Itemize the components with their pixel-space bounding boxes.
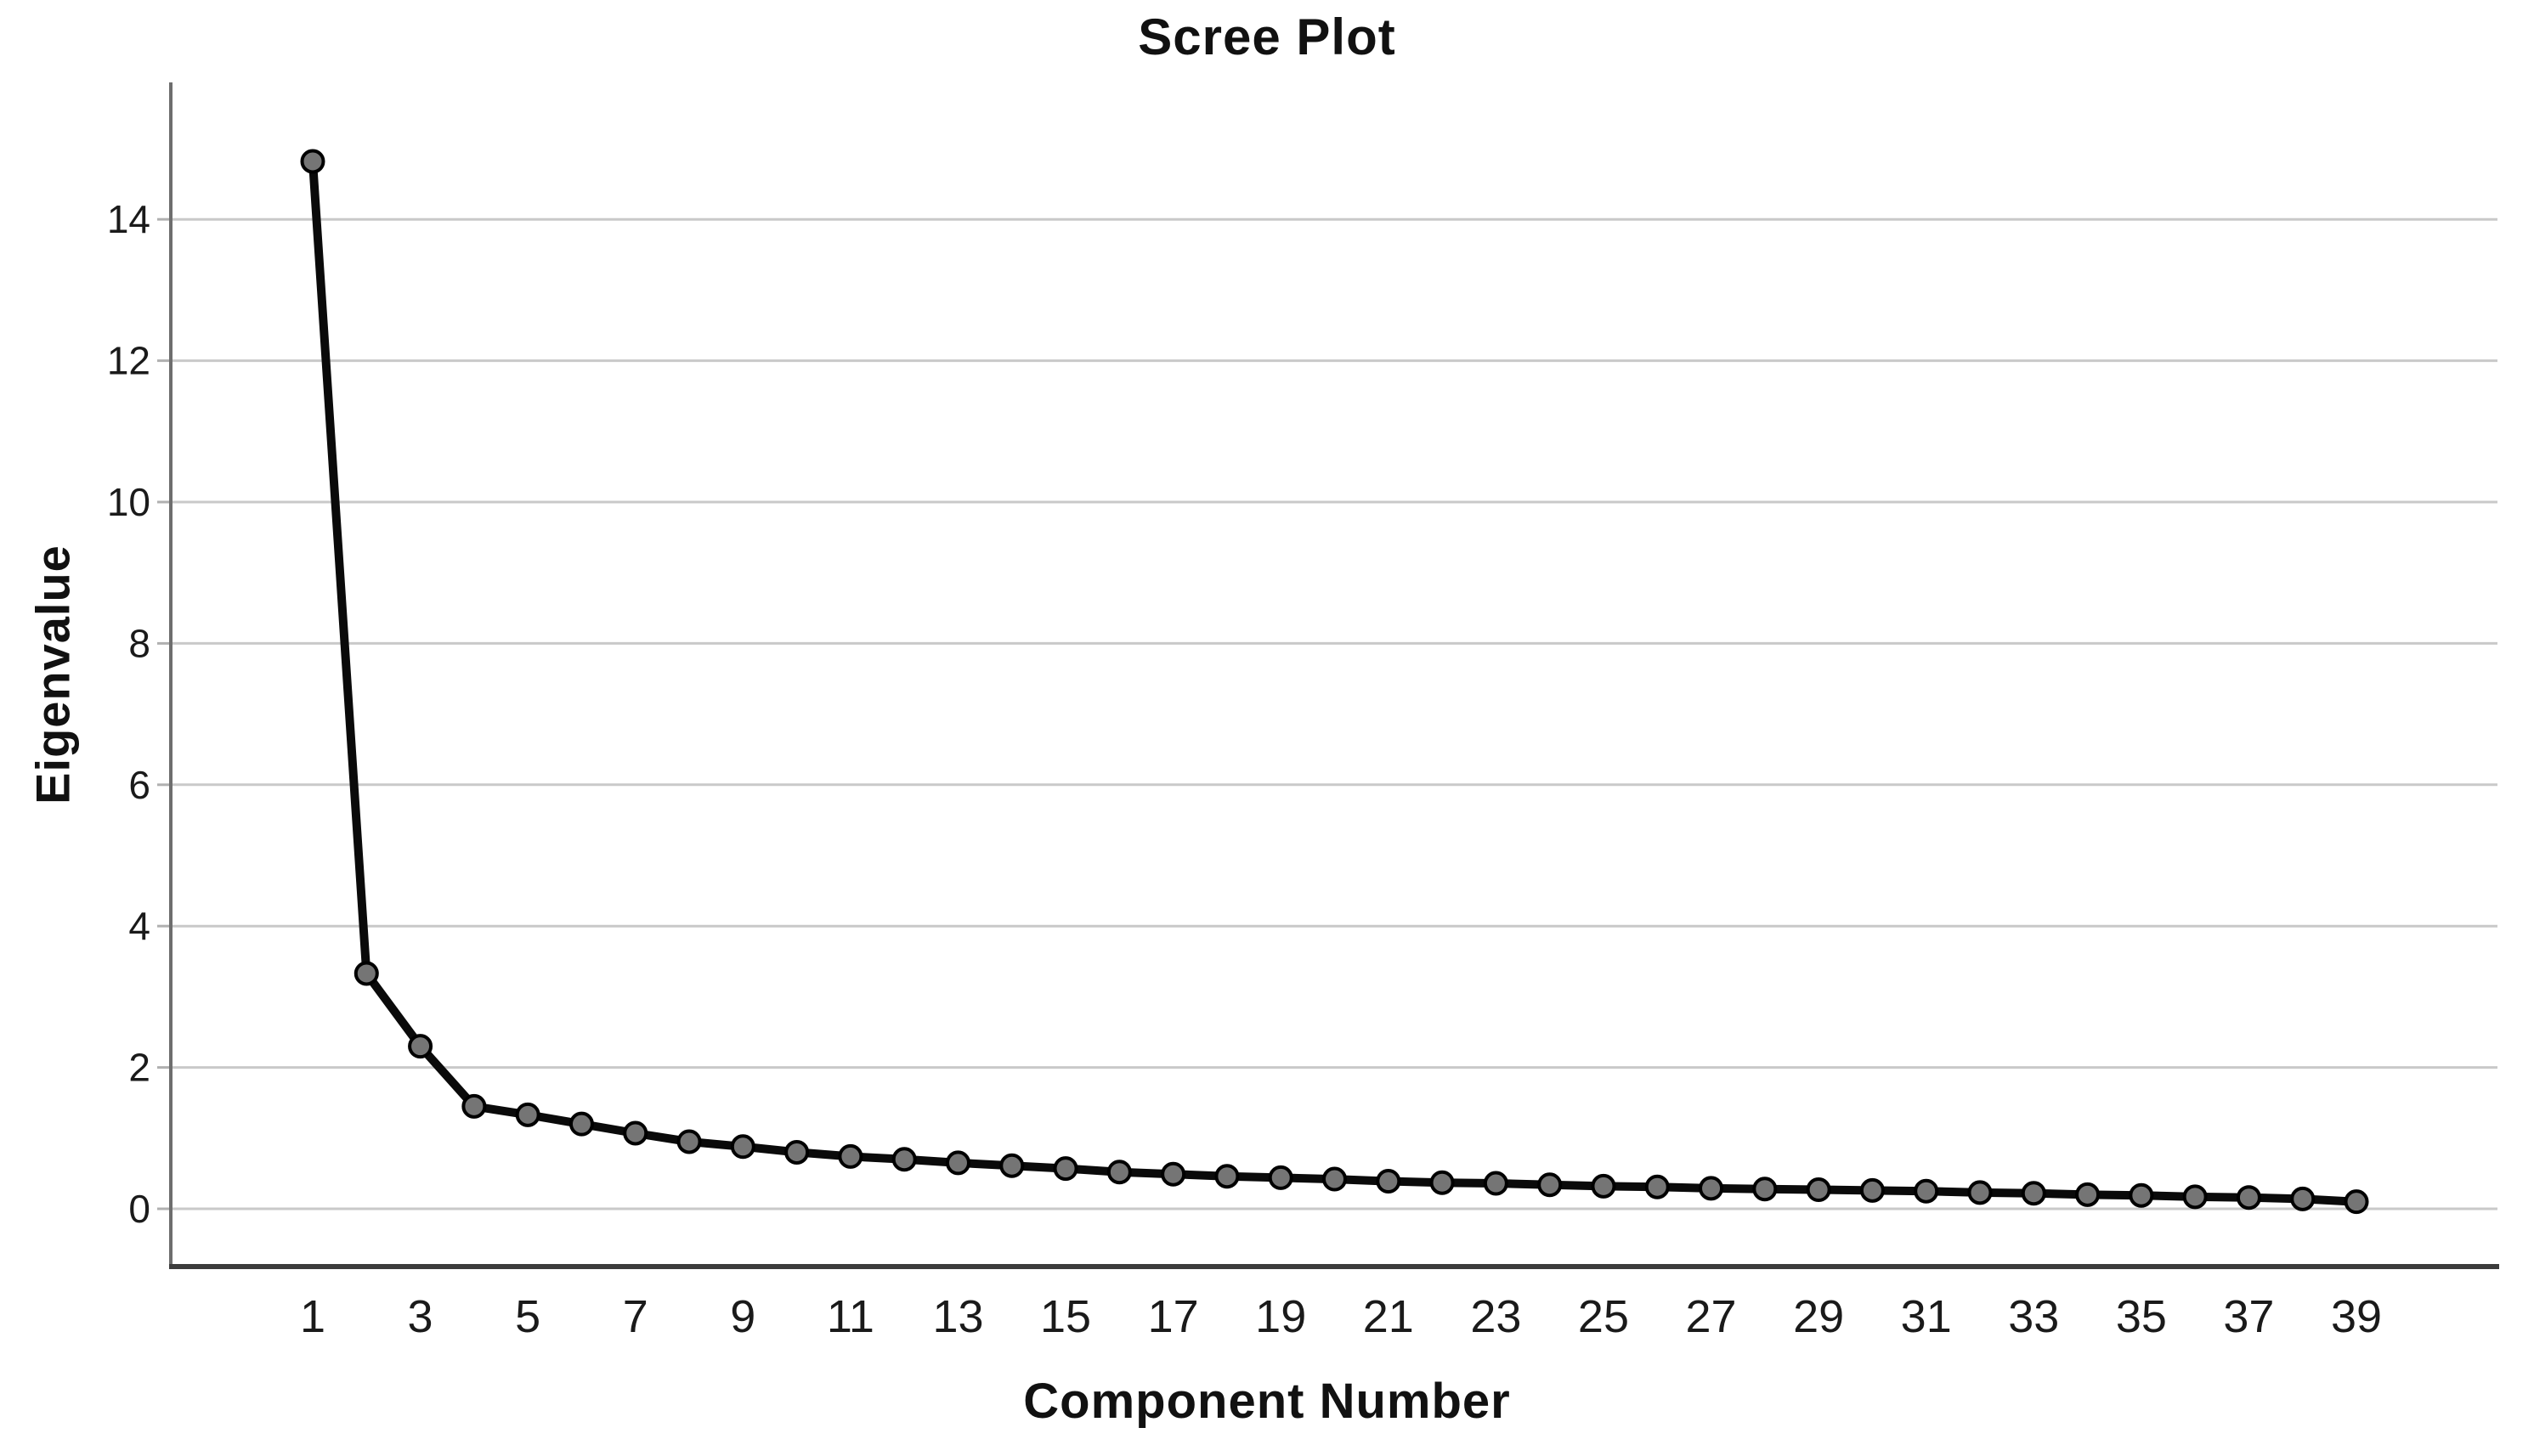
x-tick-label: 19 bbox=[1255, 1291, 1306, 1342]
data-point-marker bbox=[838, 1143, 863, 1169]
data-point-marker bbox=[2236, 1185, 2261, 1211]
data-point-marker bbox=[1106, 1160, 1132, 1185]
data-point-marker bbox=[461, 1093, 487, 1119]
x-tick-label: 3 bbox=[408, 1291, 433, 1342]
data-point-marker bbox=[1376, 1169, 1401, 1194]
x-tick-label: 21 bbox=[1363, 1291, 1414, 1342]
data-point-marker bbox=[2344, 1189, 2369, 1215]
data-point-marker bbox=[408, 1034, 433, 1059]
data-point-marker bbox=[730, 1134, 755, 1160]
data-point-marker bbox=[568, 1111, 594, 1137]
data-point-marker bbox=[1429, 1170, 1455, 1195]
data-point-marker bbox=[2075, 1182, 2101, 1207]
data-point-marker bbox=[1806, 1177, 1831, 1203]
x-tick-label: 11 bbox=[827, 1291, 874, 1342]
data-point-marker bbox=[1967, 1180, 1993, 1205]
y-tick-label: 2 bbox=[128, 1046, 150, 1090]
data-point-marker bbox=[999, 1153, 1025, 1178]
x-tick-label: 27 bbox=[1686, 1291, 1737, 1342]
data-point-marker bbox=[2290, 1186, 2316, 1211]
data-point-marker bbox=[623, 1120, 648, 1146]
data-point-marker bbox=[1483, 1171, 1508, 1196]
data-point-marker bbox=[784, 1139, 810, 1165]
data-point-marker bbox=[1322, 1166, 1348, 1192]
x-tick-label: 35 bbox=[2116, 1291, 2167, 1342]
x-axis-title: Component Number bbox=[1023, 1374, 1511, 1429]
x-tick-label: 33 bbox=[2008, 1291, 2059, 1342]
data-point-marker bbox=[1752, 1177, 1778, 1202]
x-tick-label: 17 bbox=[1148, 1291, 1199, 1342]
x-tick-label: 1 bbox=[300, 1291, 325, 1342]
data-point-marker bbox=[1591, 1173, 1616, 1199]
x-tick-label: 13 bbox=[932, 1291, 983, 1342]
data-point-marker bbox=[354, 961, 379, 986]
data-point-marker bbox=[2021, 1181, 2046, 1206]
x-tick-label: 23 bbox=[1470, 1291, 1521, 1342]
x-tick-label: 9 bbox=[730, 1291, 755, 1342]
x-tick-label: 5 bbox=[515, 1291, 540, 1342]
y-tick-label: 6 bbox=[128, 763, 150, 807]
x-tick-label: 39 bbox=[2331, 1291, 2382, 1342]
x-tick-label: 37 bbox=[2223, 1291, 2274, 1342]
data-point-marker bbox=[2182, 1184, 2208, 1210]
data-point-marker bbox=[1644, 1174, 1670, 1199]
data-point-marker bbox=[1914, 1178, 1939, 1204]
x-tick-label: 29 bbox=[1793, 1291, 1844, 1342]
data-point-marker bbox=[1214, 1164, 1240, 1189]
data-point-marker bbox=[1268, 1165, 1293, 1190]
data-point-marker bbox=[945, 1150, 970, 1176]
x-tick-label: 25 bbox=[1578, 1291, 1629, 1342]
chart-title: Scree Plot bbox=[1138, 8, 1396, 65]
x-tick-label: 7 bbox=[623, 1291, 648, 1342]
data-point-marker bbox=[1537, 1172, 1563, 1198]
data-point-marker bbox=[1859, 1177, 1885, 1203]
x-tick-label: 31 bbox=[1901, 1291, 1952, 1342]
data-point-marker bbox=[1699, 1176, 1724, 1201]
data-point-marker bbox=[676, 1129, 702, 1154]
y-tick-label: 4 bbox=[128, 904, 150, 948]
eigenvalue-curve bbox=[308, 157, 2361, 1206]
data-point-marker bbox=[2129, 1182, 2154, 1208]
y-tick-label: 12 bbox=[107, 339, 150, 383]
data-point-marker bbox=[1161, 1161, 1186, 1187]
data-point-marker bbox=[1053, 1156, 1078, 1182]
y-tick-label: 10 bbox=[107, 480, 150, 524]
y-tick-label: 0 bbox=[128, 1187, 150, 1231]
data-point-marker bbox=[300, 149, 325, 174]
data-point-marker bbox=[891, 1147, 917, 1172]
y-tick-label: 14 bbox=[107, 197, 150, 241]
data-point-marker bbox=[515, 1102, 540, 1127]
y-tick-label: 8 bbox=[128, 621, 150, 665]
x-tick-label: 15 bbox=[1040, 1291, 1091, 1342]
